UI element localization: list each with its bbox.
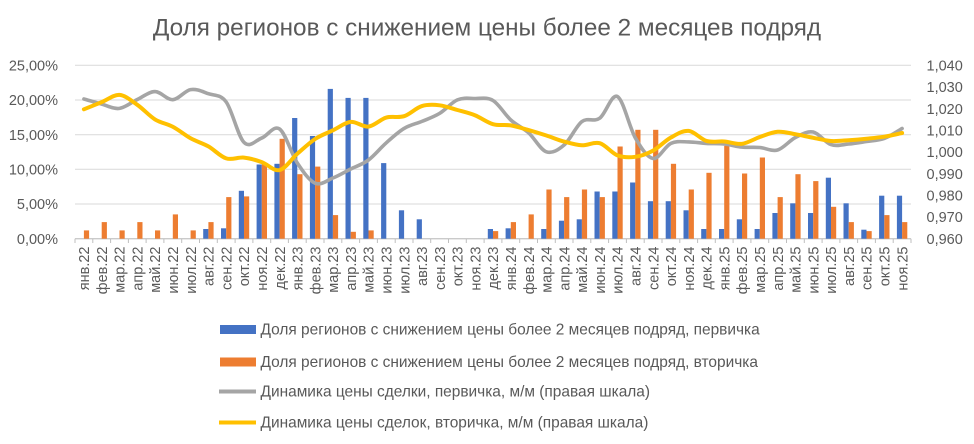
svg-text:май.24: май.24 (575, 247, 591, 293)
svg-text:авг.23: авг.23 (415, 247, 431, 286)
svg-text:1,000: 1,000 (927, 145, 963, 161)
svg-text:авг.25: авг.25 (842, 247, 858, 286)
svg-text:июн.22: июн.22 (166, 247, 182, 294)
svg-text:Доля регионов с снижением цены: Доля регионов с снижением цены более 2 м… (261, 321, 761, 338)
svg-text:янв.23: янв.23 (291, 247, 307, 291)
svg-text:окт.25: окт.25 (878, 247, 894, 287)
svg-text:янв.24: янв.24 (504, 247, 520, 291)
svg-text:апр.25: апр.25 (771, 247, 787, 291)
svg-text:фев.25: фев.25 (735, 247, 751, 295)
svg-text:0,990: 0,990 (927, 167, 963, 183)
svg-text:май.22: май.22 (148, 247, 164, 293)
svg-text:фев.22: фев.22 (95, 247, 111, 295)
svg-text:ноя.23: ноя.23 (468, 247, 484, 291)
svg-text:10,00%: 10,00% (9, 163, 58, 179)
svg-text:авг.22: авг.22 (202, 247, 218, 286)
svg-text:сен.25: сен.25 (860, 247, 876, 290)
svg-text:1,040: 1,040 (927, 59, 963, 75)
svg-text:0,00%: 0,00% (17, 232, 58, 248)
svg-text:мар.22: мар.22 (113, 247, 129, 293)
svg-text:авг.24: авг.24 (629, 247, 645, 286)
svg-text:Динамика цены сделки, первичка: Динамика цены сделки, первичка, м/м (пра… (261, 383, 651, 400)
svg-text:0,980: 0,980 (927, 189, 963, 205)
svg-text:Динамика цены сделок, вторичка: Динамика цены сделок, вторичка, м/м (пра… (261, 414, 649, 431)
svg-text:янв.25: янв.25 (717, 247, 733, 291)
svg-text:июн.25: июн.25 (806, 247, 822, 294)
svg-text:июн.23: июн.23 (380, 247, 396, 294)
svg-text:ноя.25: ноя.25 (895, 247, 911, 291)
svg-text:сен.23: сен.23 (433, 247, 449, 290)
svg-text:апр.24: апр.24 (557, 247, 573, 291)
svg-text:июл.25: июл.25 (824, 247, 840, 294)
svg-text:апр.23: апр.23 (344, 247, 360, 291)
svg-text:мар.23: мар.23 (326, 247, 342, 293)
svg-text:ноя.24: ноя.24 (682, 247, 698, 291)
svg-text:сен.24: сен.24 (646, 247, 662, 290)
svg-text:фев.24: фев.24 (522, 247, 538, 295)
svg-text:1,020: 1,020 (927, 102, 963, 118)
svg-text:20,00%: 20,00% (9, 93, 58, 109)
svg-text:июл.24: июл.24 (611, 247, 627, 294)
svg-text:1,010: 1,010 (927, 124, 963, 140)
svg-text:дек.22: дек.22 (273, 247, 289, 290)
svg-text:май.25: май.25 (789, 247, 805, 293)
svg-text:1,030: 1,030 (927, 80, 963, 96)
svg-text:окт.24: окт.24 (664, 247, 680, 287)
svg-text:дек.23: дек.23 (486, 247, 502, 290)
svg-text:мар.24: мар.24 (540, 247, 556, 293)
svg-text:Доля регионов с снижением цены: Доля регионов с снижением цены более 2 м… (261, 354, 759, 371)
svg-text:янв.22: янв.22 (77, 247, 93, 291)
svg-text:апр.22: апр.22 (131, 247, 147, 291)
svg-text:5,00%: 5,00% (17, 197, 58, 213)
svg-text:мар.25: мар.25 (753, 247, 769, 293)
svg-text:июн.24: июн.24 (593, 247, 609, 294)
svg-text:июл.22: июл.22 (184, 247, 200, 294)
svg-text:ноя.22: ноя.22 (255, 247, 271, 291)
svg-text:Доля регионов с снижением цены: Доля регионов с снижением цены более 2 м… (153, 15, 821, 42)
svg-text:15,00%: 15,00% (9, 128, 58, 144)
svg-text:май.23: май.23 (362, 247, 378, 293)
svg-text:сен.22: сен.22 (219, 247, 235, 290)
svg-text:окт.23: окт.23 (451, 247, 467, 287)
svg-text:0,960: 0,960 (927, 232, 963, 248)
svg-text:25,00%: 25,00% (9, 59, 58, 75)
svg-text:дек.24: дек.24 (700, 247, 716, 290)
svg-text:0,970: 0,970 (927, 210, 963, 226)
svg-text:окт.22: окт.22 (237, 247, 253, 287)
svg-text:июл.23: июл.23 (397, 247, 413, 294)
svg-text:фев.23: фев.23 (308, 247, 324, 295)
